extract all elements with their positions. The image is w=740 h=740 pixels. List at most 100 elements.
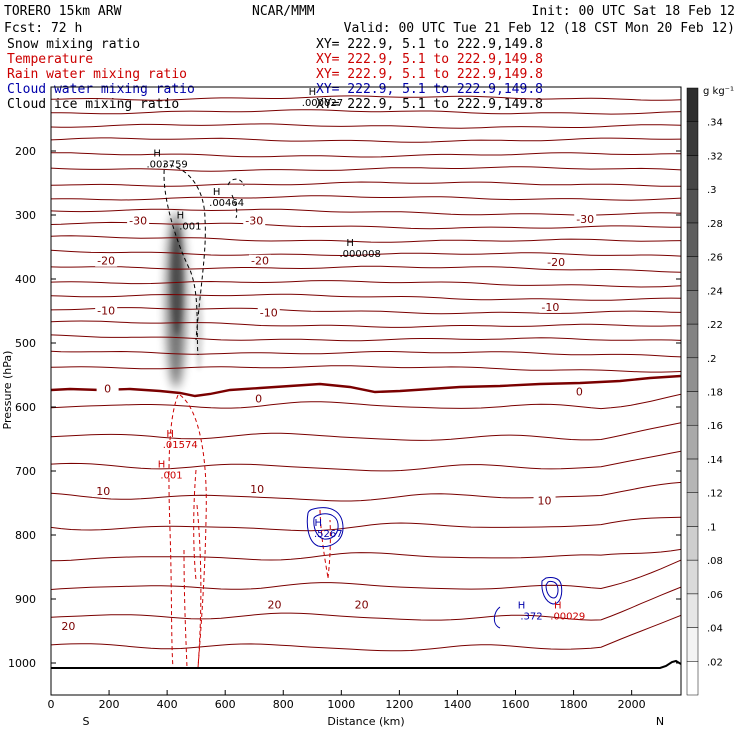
x-tick-label: 2000 — [618, 698, 646, 711]
temperature-label-bg — [95, 254, 118, 267]
max-marker-h: H — [166, 429, 174, 440]
colorbar-swatch — [686, 256, 699, 291]
max-label: .00029 — [550, 611, 585, 622]
temperature-label-bg — [96, 382, 119, 395]
isotherm — [51, 293, 681, 301]
x-axis-label: Distance (km) — [327, 715, 404, 728]
x-tick-label: 1400 — [443, 698, 471, 711]
isotherm — [51, 123, 681, 129]
colorbar-swatch — [686, 492, 699, 527]
x-end-label-left: S — [83, 715, 90, 728]
temperature-label-bg — [95, 304, 118, 317]
isotherm — [51, 181, 681, 187]
temperature-label: 20 — [268, 598, 282, 611]
legend-field-4: Cloud ice mixing ratio — [7, 97, 179, 112]
temperature-label: 0 — [255, 392, 262, 405]
isotherm — [51, 307, 681, 315]
temperature-label-bg — [568, 385, 591, 398]
colorbar-swatch — [686, 188, 699, 224]
max-marker-h: H — [213, 187, 221, 198]
max-label: .000008 — [340, 249, 381, 260]
colorbar-swatch — [686, 87, 699, 122]
temperature-label: 10 — [538, 495, 552, 508]
snow-shading — [166, 212, 203, 388]
cloud-water-contours — [306, 507, 563, 629]
isotherm — [51, 450, 681, 472]
max-marker-h: H — [158, 460, 166, 471]
temperature-label: -30 — [245, 214, 263, 227]
colorbar-swatch — [686, 559, 699, 595]
max-label: .372 — [520, 611, 542, 622]
colorbar-label: .12 — [707, 489, 723, 500]
colorbar: .02 .04 .06 .08 .1 .12 .14 .16 .18 .2 .22 .24 .26 .28… — [686, 86, 734, 696]
temperature-label: 10 — [96, 485, 110, 498]
x-tick-label: 600 — [215, 698, 236, 711]
max-label: .00464 — [209, 198, 244, 209]
colorbar-label: .14 — [707, 455, 723, 466]
plot-area: .003759H.00464H.001H.000008H.000027H.015… — [51, 87, 681, 669]
temperature-label: 0 — [576, 385, 583, 398]
legend-xy-3: XY= 222.9, 5.1 to 222.9,149.8 — [316, 82, 543, 97]
temperature-label: -30 — [576, 213, 594, 226]
max-marker-h: H — [554, 600, 562, 611]
isotherm — [51, 109, 681, 115]
max-label: .003759 — [146, 160, 187, 171]
temperature-label-bg — [545, 256, 568, 268]
y-tick-label: 900 — [15, 593, 36, 606]
temperature-label: 0 — [104, 383, 111, 396]
colorbar-label: .16 — [707, 421, 723, 432]
temperature-label-bg — [127, 214, 150, 227]
cloud-ice-contours — [163, 162, 245, 356]
temperature-label-bg — [92, 485, 115, 498]
colorbar-label: .28 — [707, 219, 723, 230]
y-axis-label: Pressure (hPa) — [1, 351, 14, 430]
colorbar-label: .18 — [707, 388, 723, 399]
temperature-label: -20 — [547, 256, 565, 269]
isotherm — [51, 548, 681, 562]
colorbar-label: .32 — [707, 151, 723, 162]
y-tick-label: 500 — [15, 337, 36, 350]
legend-field-3: Cloud water mixing ratio — [7, 82, 195, 97]
max-label: .5267 — [314, 529, 343, 540]
axes: 0 200 400 600 800 1000 1200 1400 1600 1800 2000200… — [8, 145, 681, 711]
org-label: NCAR/MMM — [252, 4, 315, 19]
legend-xy-1: XY= 222.9, 5.1 to 222.9,149.8 — [316, 52, 543, 67]
y-tick-label: 400 — [15, 273, 36, 286]
isotherm — [51, 195, 681, 201]
temperature-label: -10 — [97, 305, 115, 318]
isotherm — [51, 422, 681, 441]
legend-field-1: Temperature — [7, 52, 93, 67]
colorbar-swatch — [686, 627, 699, 662]
isotherm — [51, 481, 681, 502]
temperature-label-bg — [263, 598, 286, 611]
valid-time: Valid: 00 UTC Tue 21 Feb 12 (18 CST Mon … — [344, 21, 735, 36]
maximum-labels: .003759H.00464H.001H.000008H.000027H.015… — [146, 87, 585, 622]
colorbar-swatch — [686, 526, 699, 561]
max-marker-h: H — [153, 149, 161, 160]
colorbar-swatch — [686, 290, 699, 325]
temperature-label-bg — [249, 254, 272, 267]
plot-frame — [50, 86, 682, 696]
temperature-isotherms — [51, 95, 681, 652]
colorbar-label: .04 — [707, 624, 723, 635]
isotherm — [51, 393, 681, 410]
temperature-label: -10 — [260, 307, 278, 320]
x-tick-label: 400 — [157, 698, 178, 711]
temperature-label: -20 — [251, 255, 269, 268]
freezing-level-line — [51, 374, 681, 398]
colorbar-label: .34 — [707, 118, 723, 129]
fcst-time: Fcst: 72 h — [4, 21, 82, 36]
temperature-label: 10 — [250, 483, 264, 496]
temperature-label-bg — [246, 483, 269, 496]
colorbar-swatch — [686, 424, 699, 460]
isotherm — [51, 249, 681, 257]
field-legend: Snow mixing ratio XY= 222.9, 5.1 to 222.9… — [7, 37, 543, 112]
isotherm — [51, 365, 681, 373]
temperature-label-bg — [350, 598, 373, 611]
isotherm — [51, 95, 681, 101]
colorbar-label: .1 — [707, 522, 717, 533]
colorbar-unit: g kg⁻¹ — [703, 86, 734, 97]
max-label: .000027 — [302, 98, 343, 109]
model-title: TORERO 15km ARW — [4, 4, 122, 19]
